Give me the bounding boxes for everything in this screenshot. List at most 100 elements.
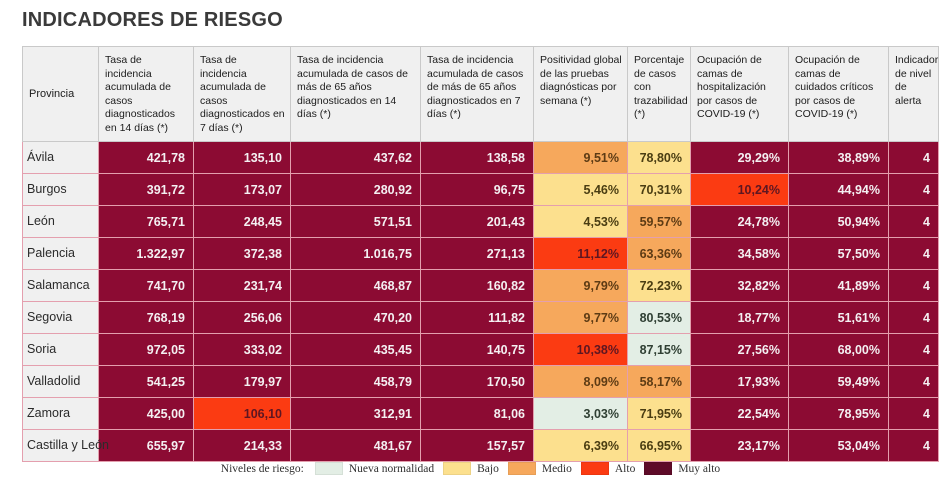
- cell-value: 11,12%: [533, 237, 628, 270]
- cell-value: 78,80%: [627, 141, 691, 174]
- cell-value: 741,70: [98, 269, 194, 302]
- cell-value: 9,79%: [533, 269, 628, 302]
- cell-value: 66,95%: [627, 429, 691, 462]
- cell-value: 4: [888, 429, 939, 462]
- cell-value: 248,45: [193, 205, 291, 238]
- cell-value: 59,49%: [788, 365, 889, 398]
- cell-value: 34,58%: [690, 237, 789, 270]
- cell-value: 50,94%: [788, 205, 889, 238]
- cell-value: 372,38: [193, 237, 291, 270]
- cell-value: 4: [888, 333, 939, 366]
- cell-value: 106,10: [193, 397, 291, 430]
- cell-provincia: Ávila: [22, 141, 99, 174]
- cell-value: 17,93%: [690, 365, 789, 398]
- cell-value: 1.322,97: [98, 237, 194, 270]
- legend-swatch-icon: [443, 462, 472, 475]
- cell-value: 29,29%: [690, 141, 789, 174]
- cell-value: 4: [888, 269, 939, 302]
- cell-value: 9,51%: [533, 141, 628, 174]
- cell-value: 256,06: [193, 301, 291, 334]
- risk-legend: Niveles de riesgo: Nueva normalidad Bajo M…: [0, 462, 950, 475]
- cell-value: 68,00%: [788, 333, 889, 366]
- cell-value: 458,79: [290, 365, 421, 398]
- table-row: Ávila 421,78 135,10 437,62 138,58 9,51% 78,80%…: [22, 141, 939, 174]
- cell-provincia: Segovia: [22, 301, 99, 334]
- cell-value: 38,89%: [788, 141, 889, 174]
- column-header-ia14: Tasa de incidencia acumulada de casos di…: [98, 46, 194, 142]
- cell-value: 81,06: [420, 397, 534, 430]
- legend-label: Alto: [614, 462, 636, 475]
- cell-value: 78,95%: [788, 397, 889, 430]
- table-row: Soria 972,05 333,02 435,45 140,75 10,38% 87,15…: [22, 333, 939, 366]
- column-header-ia7-65: Tasa de incidencia acumulada de casos de…: [420, 46, 534, 142]
- cell-value: 4: [888, 141, 939, 174]
- cell-value: 87,15%: [627, 333, 691, 366]
- cell-value: 179,97: [193, 365, 291, 398]
- cell-provincia: León: [22, 205, 99, 238]
- cell-value: 435,45: [290, 333, 421, 366]
- cell-value: 425,00: [98, 397, 194, 430]
- cell-value: 140,75: [420, 333, 534, 366]
- cell-value: 470,20: [290, 301, 421, 334]
- cell-value: 71,95%: [627, 397, 691, 430]
- legend-item: Bajo: [443, 462, 499, 475]
- cell-value: 3,03%: [533, 397, 628, 430]
- legend-label: Bajo: [477, 462, 499, 475]
- table-row: Salamanca 741,70 231,74 468,87 160,82 9,79% 72…: [22, 269, 939, 302]
- table-row: Segovia 768,19 256,06 470,20 111,82 9,77% 80,5…: [22, 301, 939, 334]
- cell-value: 468,87: [290, 269, 421, 302]
- cell-value: 4: [888, 205, 939, 238]
- legend-item: Medio: [507, 462, 572, 475]
- cell-value: 765,71: [98, 205, 194, 238]
- cell-value: 481,67: [290, 429, 421, 462]
- cell-value: 6,39%: [533, 429, 628, 462]
- cell-value: 5,46%: [533, 173, 628, 206]
- column-header-positividad: Positividad global de las pruebas diagnó…: [533, 46, 628, 142]
- cell-value: 18,77%: [690, 301, 789, 334]
- cell-value: 231,74: [193, 269, 291, 302]
- cell-value: 23,17%: [690, 429, 789, 462]
- cell-provincia: Burgos: [22, 173, 99, 206]
- legend-swatch-icon: [644, 462, 673, 475]
- cell-value: 58,17%: [627, 365, 691, 398]
- table-row: Zamora 425,00 106,10 312,91 81,06 3,03% 71,95%…: [22, 397, 939, 430]
- cell-provincia: Castilla y León: [22, 429, 109, 462]
- table-row: León 765,71 248,45 571,51 201,43 4,53% 59,57% 2…: [22, 205, 939, 238]
- cell-value: 333,02: [193, 333, 291, 366]
- cell-value: 1.016,75: [290, 237, 421, 270]
- cell-value: 541,25: [98, 365, 194, 398]
- cell-value: 111,82: [420, 301, 534, 334]
- cell-value: 280,92: [290, 173, 421, 206]
- cell-value: 214,33: [193, 429, 291, 462]
- cell-value: 59,57%: [627, 205, 691, 238]
- table-header: Provincia Tasa de incidencia acumulada d…: [22, 46, 939, 142]
- cell-value: 271,13: [420, 237, 534, 270]
- cell-value: 63,36%: [627, 237, 691, 270]
- cell-value: 391,72: [98, 173, 194, 206]
- cell-value: 53,04%: [788, 429, 889, 462]
- legend-item: Muy alto: [644, 462, 720, 475]
- cell-value: 44,94%: [788, 173, 889, 206]
- cell-value: 421,78: [98, 141, 194, 174]
- cell-value: 9,77%: [533, 301, 628, 334]
- column-header-provincia: Provincia: [22, 46, 99, 142]
- table-body: Ávila 421,78 135,10 437,62 138,58 9,51% 78,80%…: [22, 141, 939, 462]
- cell-value: 24,78%: [690, 205, 789, 238]
- legend-title: Niveles de riesgo:: [220, 462, 304, 475]
- cell-value: 201,43: [420, 205, 534, 238]
- header-row: Provincia Tasa de incidencia acumulada d…: [22, 46, 939, 142]
- legend-label: Medio: [541, 462, 572, 475]
- column-header-trazabilidad: Porcentaje de casos con trazabilidad (*): [627, 46, 691, 142]
- cell-value: 80,53%: [627, 301, 691, 334]
- cell-provincia: Salamanca: [22, 269, 99, 302]
- legend-label: Nueva normalidad: [348, 462, 435, 475]
- cell-value: 27,56%: [690, 333, 789, 366]
- table-row: Castilla y León 655,97 214,33 481,67 157,57 6…: [22, 429, 939, 462]
- cell-value: 57,50%: [788, 237, 889, 270]
- cell-value: 160,82: [420, 269, 534, 302]
- cell-value: 4,53%: [533, 205, 628, 238]
- cell-value: 157,57: [420, 429, 534, 462]
- legend-item: Nueva normalidad: [314, 462, 435, 475]
- cell-provincia: Soria: [22, 333, 99, 366]
